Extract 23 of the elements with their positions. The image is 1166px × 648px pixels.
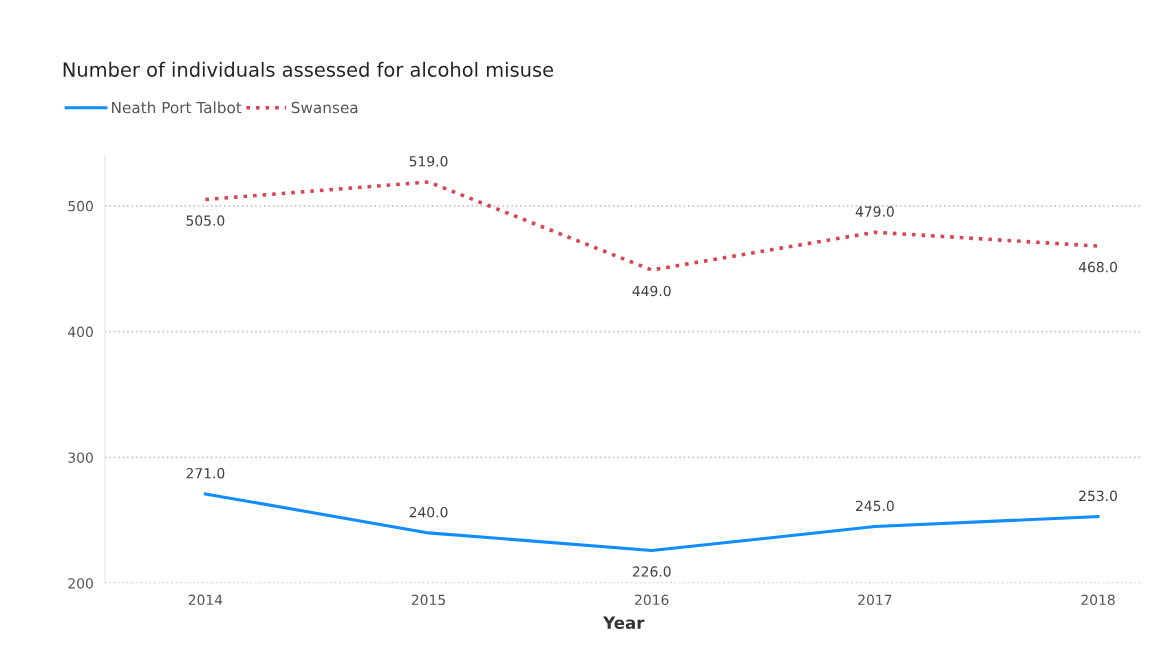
data-label: 245.0 [856,500,894,512]
legend-label: Neath Port Talbot [112,101,242,114]
x-axis-title: Year [602,616,645,629]
x-tick-label: 2015 [411,594,445,606]
legend-label: Swansea [291,101,358,114]
x-tick-label: 2016 [635,594,669,606]
y-tick-label: 200 [68,578,93,589]
y-tick-label: 400 [68,326,93,338]
chart-title: Number of individuals assessed for alcohol misuse [63,61,554,77]
data-label: 226.0 [632,566,671,577]
data-label: 253.0 [1079,490,1117,502]
data-label: 271.0 [186,467,225,479]
data-label: 505.0 [186,215,225,226]
x-tick-label: 2017 [858,594,892,606]
x-tick-label: 2014 [188,594,223,606]
data-label: 519.0 [409,156,448,167]
y-tick-label: 300 [68,452,93,463]
data-label: 479.0 [855,206,894,217]
x-tick-label: 2018 [1081,594,1115,606]
data-label: 449.0 [632,285,671,297]
data-label: 240.0 [409,506,448,518]
y-tick-label: 500 [68,200,93,212]
data-label: 468.0 [1078,261,1117,273]
